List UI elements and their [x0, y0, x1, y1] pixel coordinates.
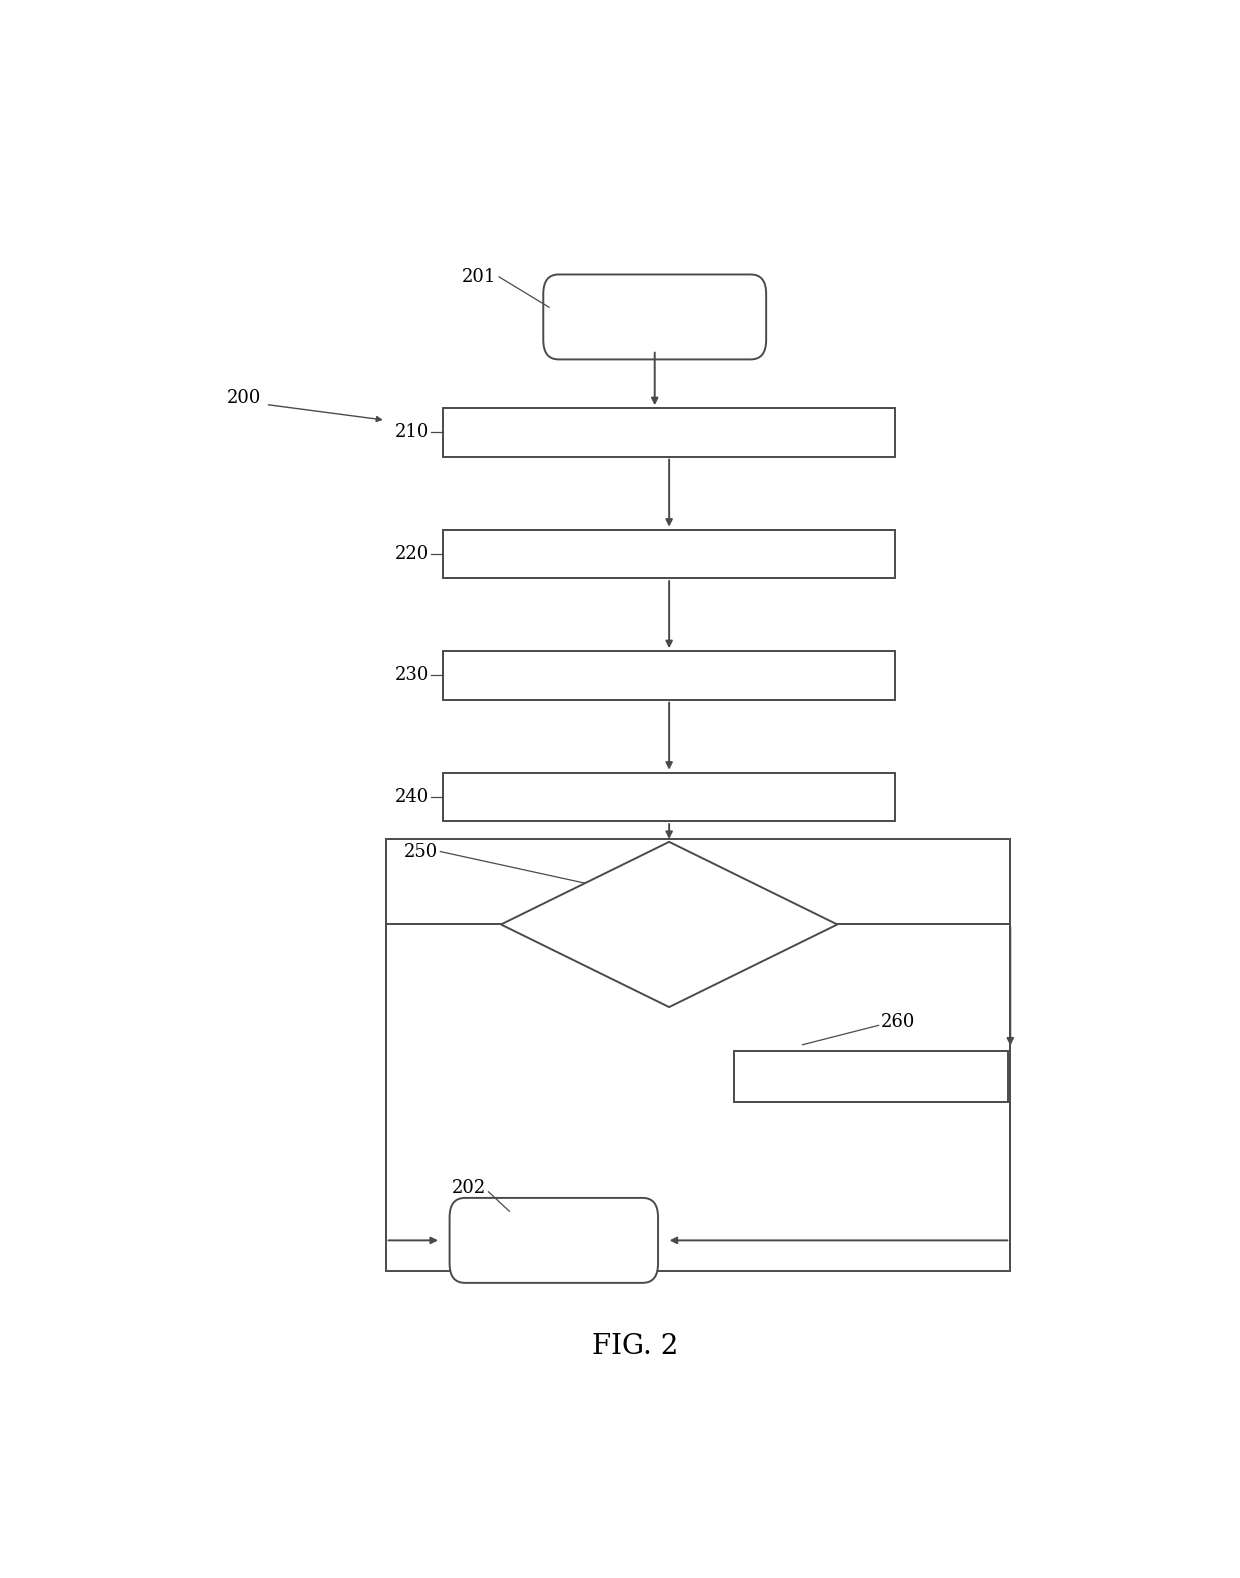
Bar: [444, 773, 895, 821]
FancyBboxPatch shape: [543, 275, 766, 360]
Text: FIG. 2: FIG. 2: [593, 1332, 678, 1360]
Bar: [444, 652, 895, 699]
Bar: [444, 409, 895, 456]
Text: 201: 201: [461, 268, 496, 286]
Bar: [734, 1051, 1008, 1101]
Text: 240: 240: [394, 787, 429, 806]
Bar: [386, 839, 1011, 1270]
Text: 200: 200: [227, 390, 262, 407]
Text: 202: 202: [453, 1179, 486, 1198]
Text: 220: 220: [394, 544, 429, 563]
Text: 210: 210: [394, 423, 429, 442]
Text: 230: 230: [394, 666, 429, 685]
Bar: [444, 530, 895, 578]
Text: 250: 250: [404, 843, 439, 860]
FancyBboxPatch shape: [450, 1198, 658, 1283]
Text: 260: 260: [880, 1013, 915, 1030]
Polygon shape: [501, 841, 837, 1007]
